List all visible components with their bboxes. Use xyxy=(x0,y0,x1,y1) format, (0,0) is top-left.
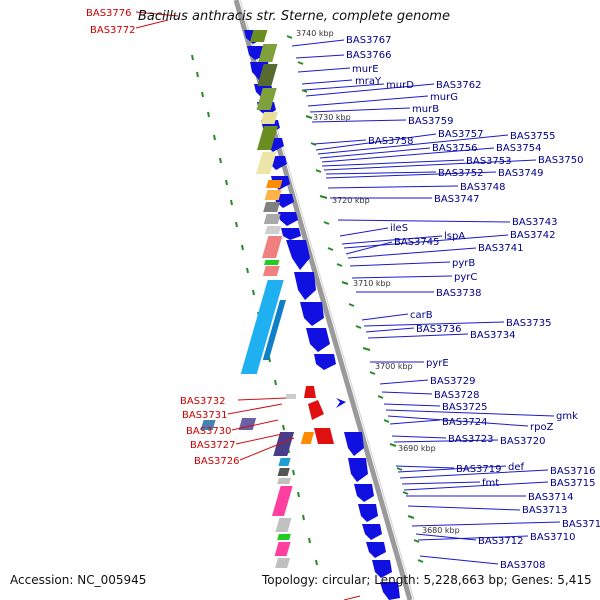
gene-label: BAS3715 xyxy=(550,478,596,489)
forward-leader-lines xyxy=(291,39,561,565)
gene-label: BAS3749 xyxy=(498,168,544,179)
gene-label: BAS3752 xyxy=(438,168,484,179)
gene-label: BAS3776 xyxy=(86,8,132,19)
inner-tick-marks xyxy=(286,35,424,563)
gene-label: BAS3716 xyxy=(550,466,596,477)
gene-label: BAS3724 xyxy=(442,417,488,428)
scale-label: 3720 kbp xyxy=(332,196,370,205)
gene-label: BAS3719 xyxy=(456,464,502,475)
gene-label: rpoZ xyxy=(530,422,554,433)
gene-label: BAS3757 xyxy=(438,129,484,140)
gene-label: BAS3758 xyxy=(368,136,414,147)
gene-label: BAS3725 xyxy=(442,402,488,413)
gene-label: BAS3750 xyxy=(538,155,584,166)
reverse-gene-labels: BAS3776 BAS3772 BAS3732 BAS3731 BAS3730 … xyxy=(86,8,240,467)
scale-label: 3730 kbp xyxy=(313,113,351,122)
gene-label: ileS xyxy=(390,223,408,234)
gene-label: BAS3755 xyxy=(510,131,556,142)
gene-label: lspA xyxy=(444,231,465,242)
gene-label: BAS3766 xyxy=(346,50,392,61)
genome-title: Bacillus anthracis str. Sterne, complete… xyxy=(138,9,450,24)
scale-labels: 3740 kbp 3730 kbp 3720 kbp 3710 kbp 3700… xyxy=(296,29,460,535)
gene-label: BAS3731 xyxy=(182,410,228,421)
gene-label: BAS3734 xyxy=(470,330,516,341)
gene-label: BAS3708 xyxy=(500,560,546,571)
gene-label: BAS3728 xyxy=(434,390,480,401)
gene-label: BAS3759 xyxy=(408,116,454,127)
reverse-gene-track xyxy=(286,386,334,444)
gene-label: def xyxy=(508,462,525,473)
gene-label: BAS3710 xyxy=(530,532,576,543)
gene-label: BAS3712 xyxy=(478,536,524,547)
scale-label: 3700 kbp xyxy=(375,362,413,371)
gene-label: BAS3720 xyxy=(500,436,546,447)
gene-label: BAS3723 xyxy=(448,434,494,445)
gene-label: BAS3762 xyxy=(436,80,482,91)
gene-label: fmt xyxy=(482,478,499,489)
scale-label: 3740 kbp xyxy=(296,29,334,38)
gene-label: BAS3741 xyxy=(478,243,524,254)
gene-label: BAS3745 xyxy=(394,237,440,248)
gene-label: pyrE xyxy=(426,358,449,369)
gene-label: carB xyxy=(410,310,433,321)
gene-label: gmk xyxy=(556,411,578,422)
scale-label: 3680 kbp xyxy=(422,526,460,535)
scale-label: 3710 kbp xyxy=(353,279,391,288)
gene-label: BAS3713 xyxy=(522,505,568,516)
gene-label: BAS3756 xyxy=(432,143,478,154)
gene-label: murE xyxy=(352,64,379,75)
gene-label: murD xyxy=(386,80,414,91)
outer-tick-ring xyxy=(191,54,318,566)
gene-label: murB xyxy=(412,104,439,115)
genome-summary: Topology: circular; Length: 5,228,663 bp… xyxy=(262,573,592,587)
gene-label: BAS3714 xyxy=(528,492,574,503)
gene-label: BAS3726 xyxy=(194,456,240,467)
forward-gene-labels: BAS3767 BAS3766 murE mraY murD BAS3762 m… xyxy=(346,35,600,571)
gene-label: BAS3738 xyxy=(436,288,482,299)
gene-label: BAS3742 xyxy=(510,230,556,241)
gene-label: BAS3735 xyxy=(506,318,552,329)
reverse-leader-lines xyxy=(135,11,361,600)
gene-label: murG xyxy=(430,92,458,103)
gene-label: BAS3729 xyxy=(430,376,476,387)
gene-label: pyrB xyxy=(452,258,475,269)
gene-label: BAS3732 xyxy=(180,396,226,407)
scale-label: 3690 kbp xyxy=(398,444,436,453)
gene-label: BAS3753 xyxy=(466,156,512,167)
gene-label: BAS3754 xyxy=(496,143,542,154)
gene-label: mraY xyxy=(355,76,382,87)
gene-label: BAS3747 xyxy=(434,194,480,205)
gene-label: BAS3748 xyxy=(460,182,506,193)
gene-label: BAS3736 xyxy=(416,324,462,335)
functional-category-track xyxy=(200,30,315,568)
gene-label: pyrC xyxy=(454,272,477,283)
gene-label: BAS3727 xyxy=(190,440,236,451)
gene-label: BAS3743 xyxy=(512,217,558,228)
gene-label: BAS3767 xyxy=(346,35,392,46)
accession-label: Accession: NC_005945 xyxy=(10,573,147,587)
gene-label: BAS3772 xyxy=(90,25,136,36)
gene-label: BAS3730 xyxy=(186,426,232,437)
gene-label: BAS3711 xyxy=(562,519,600,530)
